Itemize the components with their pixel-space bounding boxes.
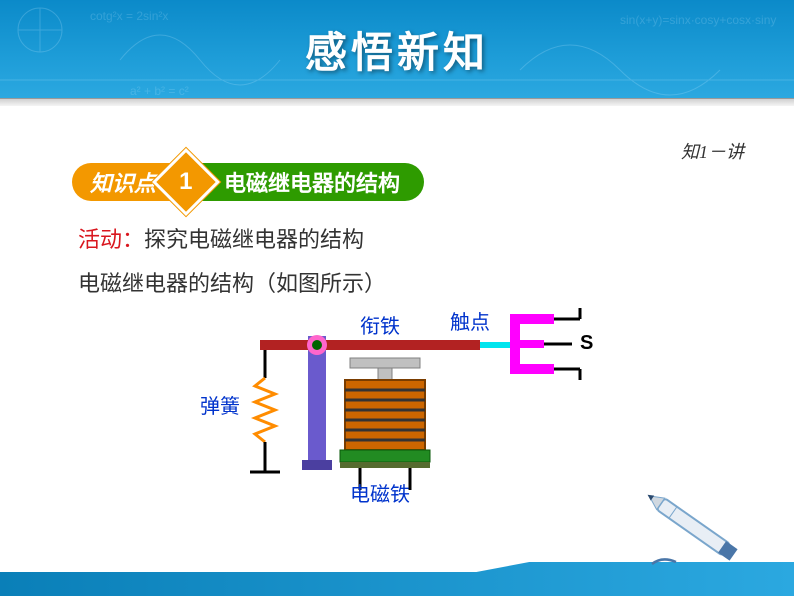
svg-text:sin(x+y)=sinx·cosy+cosx·siny: sin(x+y)=sinx·cosy+cosx·siny xyxy=(620,13,776,27)
kpoint-title-pill: 电磁继电器的结构 xyxy=(190,163,424,201)
pen-icon xyxy=(634,476,754,576)
relay-svg xyxy=(210,300,610,520)
label-spring: 弹簧 xyxy=(200,390,240,419)
structure-line: 电磁继电器的结构（如图所示） xyxy=(78,266,386,298)
kpoint-number-diamond: 1 xyxy=(152,148,220,216)
activity-line: 活动：探究电磁继电器的结构 xyxy=(78,222,364,254)
slide-title: 感悟新知 xyxy=(305,19,489,80)
svg-text:cotg²x = 2sin²x: cotg²x = 2sin²x xyxy=(90,9,168,23)
label-electromagnet: 电磁铁 xyxy=(350,478,410,507)
knowledge-point-row: 知识点 1 电磁继电器的结构 xyxy=(72,160,424,204)
activity-text: 探究电磁继电器的结构 xyxy=(144,227,364,252)
svg-text:a² + b² = c²: a² + b² = c² xyxy=(130,84,189,98)
activity-prefix: 活动： xyxy=(78,227,144,252)
label-s: S xyxy=(580,332,593,355)
label-armature: 衔铁 xyxy=(360,310,400,339)
relay-diagram: 衔铁 触点 S 弹簧 电磁铁 xyxy=(210,300,610,520)
corner-label: 知1－讲 xyxy=(681,138,744,164)
header-underline xyxy=(0,98,794,106)
kpoint-number: 1 xyxy=(179,168,192,196)
slide-header: cotg²x = 2sin²x sin(x+y)=sinx·cosy+cosx·… xyxy=(0,0,794,98)
label-contact: 触点 xyxy=(450,306,490,335)
